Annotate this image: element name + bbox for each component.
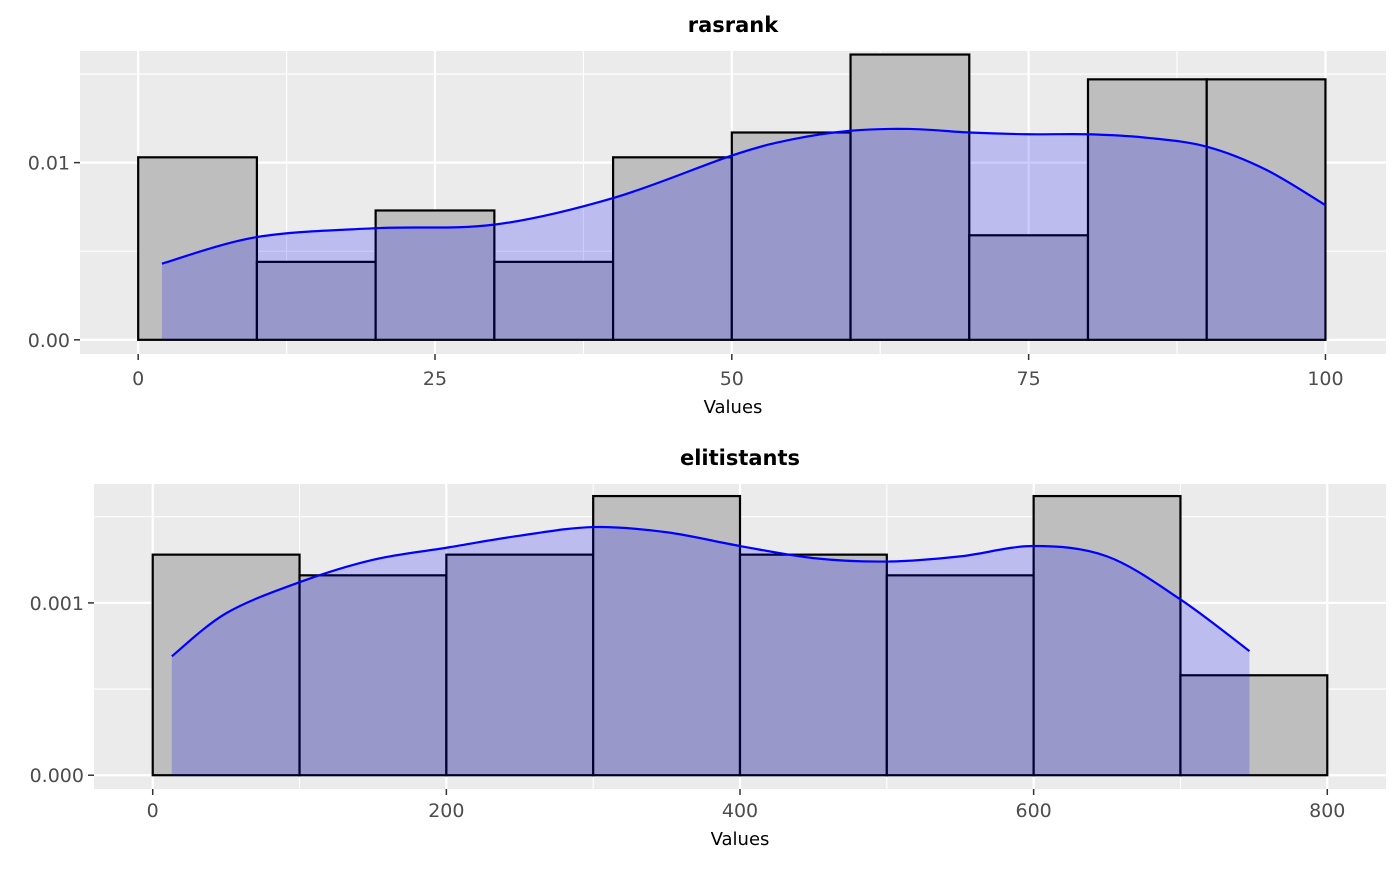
panel2-title: elitistants [680, 446, 800, 470]
panel1-density-area [161, 128, 1326, 340]
panel2-elitistants: elitistants 0 200 400 600 800 0.000 0.001 Values [30, 446, 1386, 850]
panel1-x-tick-label: 75 [1017, 368, 1041, 390]
panel1-y-tick-label: 0.00 [28, 330, 70, 352]
panel1-histogram-bar [255, 260, 377, 341]
panel1-rasrank: rasrank 0 25 50 75 100 0.00 0.01 Values [28, 13, 1386, 418]
panel2-x-tick-label: 600 [1016, 800, 1052, 822]
panel2-x-tick-label: 0 [147, 800, 159, 822]
panel1-x-tick-label: 100 [1307, 368, 1343, 390]
panel1-histogram-bar [611, 156, 733, 341]
panel1-histogram-bar [137, 156, 259, 341]
panel1-y-tick-label: 0.01 [28, 153, 70, 175]
panel2-x-tick-label: 800 [1309, 800, 1345, 822]
panel1-x-tick-label: 50 [720, 368, 744, 390]
panel1-x-tick-label: 0 [132, 368, 144, 390]
panel1-histogram-bar [849, 53, 971, 341]
panel1-histogram-bar [1205, 78, 1327, 341]
panel2-histogram-bar [592, 494, 742, 777]
panel1-title: rasrank [688, 13, 780, 37]
panel1-histogram-bar [374, 209, 496, 341]
panel2-histogram-bar [1179, 674, 1329, 777]
panel2-histogram-bar [445, 553, 595, 777]
panel1-histogram-bar [968, 234, 1090, 341]
panel2-x-axis-label: Values [711, 829, 770, 850]
panel2-x-tick-label: 400 [722, 800, 758, 822]
panel2-histogram-bar [885, 574, 1035, 777]
panel2-histogram-bar [738, 553, 888, 777]
panel2-density-line [171, 525, 1251, 658]
panel2-x-tick-label: 200 [428, 800, 464, 822]
panel2-histogram-bar [298, 574, 448, 777]
panel1-x-tick-label: 25 [423, 368, 447, 390]
panel1-histogram-bar [730, 131, 852, 341]
panel1-histogram-bar [1086, 78, 1208, 341]
panel2-y-tick-label: 0.001 [30, 593, 84, 615]
panel2-density-area [171, 526, 1250, 776]
panel2-y-tick-label: 0.000 [30, 765, 84, 787]
panel2-histogram-bar [1032, 494, 1182, 777]
panel1-density-line [161, 127, 1327, 265]
panel1-x-axis-label: Values [704, 397, 763, 418]
